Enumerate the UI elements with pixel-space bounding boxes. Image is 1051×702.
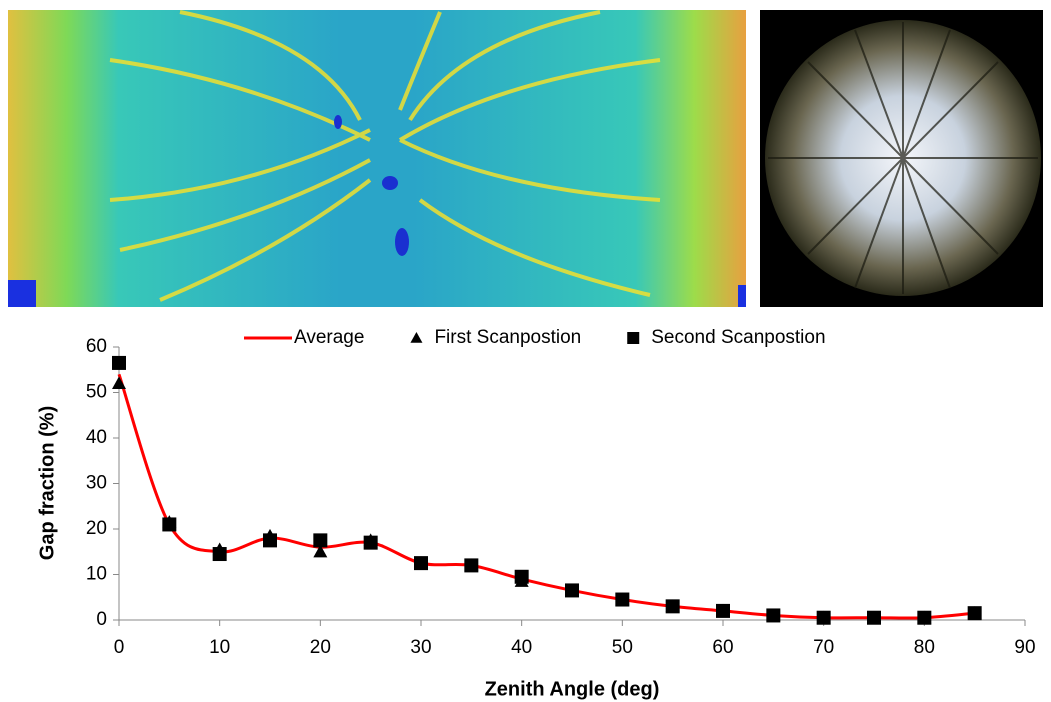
legend-label: First Scanpostion: [434, 327, 581, 348]
triangle-marker: [410, 332, 423, 343]
square-marker: [716, 603, 730, 618]
square-marker: [615, 592, 630, 607]
x-tick-label: 0: [114, 637, 125, 658]
legend-label: Average: [294, 327, 364, 348]
y-tick-label: 0: [96, 609, 107, 630]
square-marker: [514, 569, 529, 584]
y-tick-label: 30: [86, 473, 107, 494]
x-tick-label: 90: [1014, 637, 1035, 658]
y-tick-label: 50: [86, 382, 107, 403]
y-tick-label: 20: [86, 518, 107, 539]
average-line: [117, 373, 975, 620]
square-marker: [665, 599, 680, 614]
square-marker: [464, 558, 479, 573]
square-marker: [212, 547, 227, 562]
square-marker: [363, 535, 378, 550]
x-tick-label: 10: [209, 637, 230, 658]
square-marker: [162, 517, 177, 532]
x-tick-label: 30: [410, 637, 431, 658]
legend-label: Second Scanpostion: [651, 327, 825, 348]
x-tick-label: 80: [914, 637, 935, 658]
x-tick-label: 70: [813, 637, 834, 658]
y-axis-title: Gap fraction (%): [36, 406, 58, 560]
x-tick-label: 40: [511, 637, 532, 658]
y-tick-label: 10: [86, 564, 107, 585]
square-marker: [867, 610, 881, 625]
square-marker: [414, 556, 428, 571]
square-marker: [917, 610, 932, 625]
square-marker: [263, 533, 277, 548]
hemispherical-photo: [760, 10, 1043, 307]
y-tick-label: 40: [86, 427, 107, 448]
square-marker: [313, 533, 328, 548]
y-tick-label: 60: [86, 336, 107, 357]
triangle-marker: [112, 376, 126, 389]
square-marker: [816, 610, 831, 625]
square-marker: [112, 355, 126, 370]
triangle-marker: [313, 544, 328, 558]
x-tick-label: 20: [310, 637, 331, 658]
scan-image: [8, 10, 746, 307]
x-axis-title: Zenith Angle (deg): [485, 678, 660, 700]
square-marker: [627, 332, 640, 344]
square-marker: [766, 608, 781, 623]
x-tick-label: 60: [712, 637, 733, 658]
square-marker: [565, 583, 579, 598]
x-tick-label: 50: [612, 637, 633, 658]
square-marker: [967, 606, 982, 621]
